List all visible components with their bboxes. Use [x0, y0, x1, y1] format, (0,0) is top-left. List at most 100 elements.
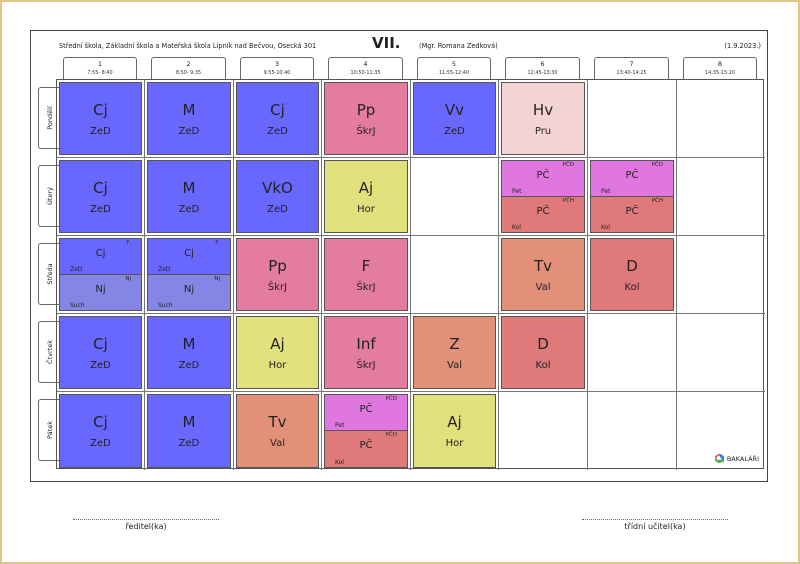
lesson-tile[interactable]: Cj ZeD	[59, 160, 142, 233]
split-lesson-tile[interactable]: 7. Cj ZeD Nj Nj Such	[147, 238, 231, 311]
lesson-tile[interactable]: M ZeD	[147, 316, 231, 389]
lesson-teacher: ZeD	[178, 360, 200, 371]
lesson-tile[interactable]: Vv ZeD	[413, 82, 496, 155]
lesson-tile[interactable]: Pp ŠkrJ	[324, 82, 408, 155]
lesson-teacher: ZeD	[444, 126, 465, 137]
grid-cell	[677, 392, 765, 470]
class-title: VII.	[372, 34, 401, 52]
period-header-4: 4 10:50-11:35	[328, 57, 403, 79]
lesson-teacher: ZeD	[90, 360, 111, 371]
grid-cell: Pp ŠkrJ	[322, 80, 411, 158]
lesson-subject: PČ	[625, 170, 639, 181]
lesson-subject: M	[182, 179, 196, 197]
lesson-subject: Pp	[356, 101, 376, 119]
lesson-group-1[interactable]: PČD PČ Pet	[502, 161, 584, 197]
lesson-group-2[interactable]: PČH PČ Kol	[325, 431, 407, 467]
lesson-subject: PČ	[359, 440, 373, 451]
grid-cell: Cj ZeD	[57, 158, 145, 236]
lesson-teacher: Pru	[534, 126, 552, 137]
lesson-tile[interactable]: Tv Val	[236, 394, 319, 468]
lesson-room: PČH	[385, 432, 397, 438]
lesson-tile[interactable]: Aj Hor	[413, 394, 496, 468]
lesson-tile[interactable]: Cj ZeD	[59, 316, 142, 389]
day-label-5: Pátek	[38, 399, 60, 461]
lesson-subject: PČ	[625, 205, 639, 217]
lesson-group-2[interactable]: PČH PČ Kol	[502, 196, 584, 232]
lesson-tile[interactable]: M ZeD	[147, 82, 231, 155]
lesson-subject: Cj	[184, 248, 194, 259]
lesson-subject: Tv	[268, 413, 287, 431]
lesson-room: PČD	[562, 162, 574, 168]
grid-cell: D Kol	[499, 314, 588, 392]
lesson-subject: Cj	[93, 413, 108, 431]
grid-cell	[588, 392, 677, 470]
lesson-tile[interactable]: D Kol	[501, 316, 585, 389]
lesson-teacher: ZeD	[178, 438, 200, 449]
school-name: Střední škola, Základní škola a Mateřská…	[59, 42, 317, 50]
lesson-tile[interactable]: D Kol	[590, 238, 674, 311]
lesson-teacher: Such	[158, 302, 173, 309]
lesson-tile[interactable]: Cj ZeD	[59, 394, 142, 468]
grid-cell: Cj ZeD	[57, 392, 145, 470]
grid-cell	[499, 392, 588, 470]
lesson-tile[interactable]: Cj ZeD	[236, 82, 319, 155]
lesson-tile[interactable]: Pp ŠkrJ	[236, 238, 319, 311]
lesson-subject: Pp	[268, 257, 287, 275]
lesson-group-2[interactable]: Nj Nj Such	[60, 274, 141, 310]
lesson-tile[interactable]: F ŠkrJ	[324, 238, 408, 311]
lesson-subject: M	[182, 413, 196, 431]
split-lesson-tile[interactable]: PČD PČ Pet PČH PČ Kol	[324, 394, 408, 468]
lesson-group-1[interactable]: PČD PČ Pet	[591, 161, 673, 197]
lesson-subject: VkO	[262, 179, 293, 197]
period-time: 14:35-15:20	[705, 70, 735, 76]
lesson-subject: Cj	[93, 335, 108, 353]
lesson-teacher: Val	[447, 360, 462, 371]
lesson-tile[interactable]: M ZeD	[147, 394, 231, 468]
timetable-date: (1.9.2023.)	[724, 42, 761, 50]
signature-class-teacher: třídní učitel(ka)	[582, 519, 728, 531]
lesson-room: Nj	[125, 275, 131, 282]
lesson-tile[interactable]: Inf ŠkrJ	[324, 316, 408, 389]
grid-cell: Aj Hor	[411, 392, 499, 470]
grid-cell: Cj ZeD	[234, 80, 322, 158]
grid-cell: Aj Hor	[322, 158, 411, 236]
lesson-tile[interactable]: M ZeD	[147, 160, 231, 233]
lesson-tile[interactable]: Aj Hor	[324, 160, 408, 233]
lesson-tile[interactable]: Tv Val	[501, 238, 585, 311]
lesson-tile[interactable]: VkO ZeD	[236, 160, 319, 233]
day-label-4: Čtvrtek	[38, 321, 60, 383]
lesson-subject: PČ	[536, 170, 550, 181]
lesson-group-2[interactable]: Nj Nj Such	[148, 274, 230, 310]
lesson-teacher: Pet	[512, 187, 522, 195]
lesson-teacher: ZeD	[90, 204, 111, 215]
period-number: 4	[363, 60, 368, 68]
lesson-teacher: Hor	[268, 360, 287, 371]
lesson-tile[interactable]: Hv Pru	[501, 82, 585, 155]
grid-cell: Tv Val	[499, 236, 588, 314]
period-time: 8:50- 9:35	[175, 70, 202, 76]
split-lesson-tile[interactable]: 7. Cj ZeD Nj Nj Such	[59, 238, 142, 311]
lesson-subject: Cj	[93, 101, 108, 119]
grid-cell: Cj ZeD	[57, 314, 145, 392]
lesson-group-1[interactable]: 7. Cj ZeD	[60, 239, 141, 275]
lesson-teacher: ŠkrJ	[356, 282, 376, 293]
lesson-teacher: Val	[535, 282, 551, 293]
lesson-subject: PČ	[536, 205, 550, 217]
lesson-tile[interactable]: Z Val	[413, 316, 496, 389]
lesson-group-2[interactable]: PČH PČ Kol	[591, 196, 673, 232]
lesson-tile[interactable]: Aj Hor	[236, 316, 319, 389]
grid-cell	[677, 158, 765, 236]
split-lesson-tile[interactable]: PČD PČ Pet PČH PČ Kol	[590, 160, 674, 233]
grid-cell: 7. Cj ZeD Nj Nj Such	[57, 236, 145, 314]
grid-cell	[588, 314, 677, 392]
lesson-teacher: ZeD	[70, 265, 83, 273]
lesson-subject: Z	[449, 335, 460, 353]
split-lesson-tile[interactable]: PČD PČ Pet PČH PČ Kol	[501, 160, 585, 233]
lesson-teacher: Kol	[535, 360, 551, 371]
grid-cell: M ZeD	[145, 158, 234, 236]
lesson-subject: Aj	[358, 179, 374, 197]
lesson-tile[interactable]: Cj ZeD	[59, 82, 142, 155]
lesson-group-1[interactable]: 7. Cj ZeD	[148, 239, 230, 275]
grid-cell: D Kol	[588, 236, 677, 314]
lesson-group-1[interactable]: PČD PČ Pet	[325, 395, 407, 431]
